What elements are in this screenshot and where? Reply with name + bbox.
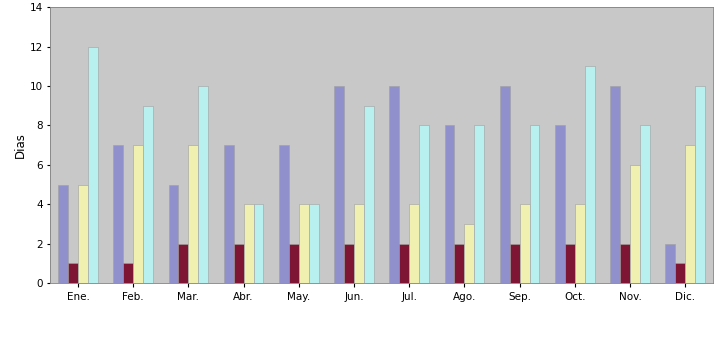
Bar — [474, 126, 485, 283]
Bar — [575, 204, 585, 283]
Bar — [555, 126, 565, 283]
Bar — [520, 204, 529, 283]
Bar — [510, 244, 520, 283]
Bar — [189, 145, 198, 283]
Bar — [620, 244, 630, 283]
Bar — [419, 126, 429, 283]
Bar — [500, 86, 510, 283]
Bar — [309, 204, 319, 283]
Bar — [364, 106, 374, 283]
Bar — [68, 264, 78, 283]
Bar — [123, 264, 133, 283]
Bar — [610, 86, 620, 283]
Bar — [400, 244, 409, 283]
Bar — [58, 185, 68, 283]
Bar — [253, 204, 264, 283]
Bar — [444, 126, 454, 283]
Bar — [224, 145, 234, 283]
Bar — [454, 244, 464, 283]
Bar — [529, 126, 539, 283]
Bar — [198, 86, 208, 283]
Bar — [640, 126, 650, 283]
Bar — [234, 244, 243, 283]
Bar — [354, 204, 364, 283]
Bar — [78, 185, 88, 283]
Bar — [409, 204, 419, 283]
Bar — [695, 86, 705, 283]
Bar — [299, 204, 309, 283]
Bar — [243, 204, 253, 283]
Bar — [334, 86, 344, 283]
Bar — [665, 244, 675, 283]
Bar — [279, 145, 289, 283]
Bar — [168, 185, 179, 283]
Bar — [390, 86, 400, 283]
Bar — [685, 145, 695, 283]
Bar — [585, 66, 595, 283]
Bar — [113, 145, 123, 283]
Bar — [630, 165, 640, 283]
Y-axis label: Dias: Dias — [14, 132, 27, 158]
Bar — [565, 244, 575, 283]
Bar — [179, 244, 189, 283]
Bar — [344, 244, 354, 283]
Bar — [143, 106, 153, 283]
Bar — [133, 145, 143, 283]
Bar — [289, 244, 299, 283]
Bar — [464, 224, 474, 283]
Bar — [88, 47, 98, 283]
Bar — [675, 264, 685, 283]
